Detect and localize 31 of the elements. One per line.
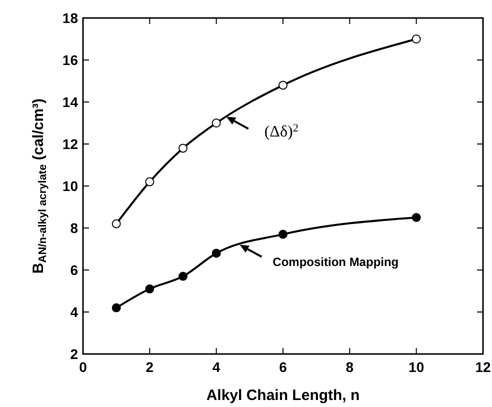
point xyxy=(178,144,188,153)
y-tick-label: 10 xyxy=(62,178,78,194)
x-tick-label: 8 xyxy=(346,359,354,375)
y-tick-label: 14 xyxy=(62,94,78,110)
annotation: (Δδ)$^{2}$ xyxy=(264,122,298,141)
point xyxy=(278,80,288,90)
y-tick-label: 6 xyxy=(70,262,78,278)
point xyxy=(178,272,188,281)
x-tick-label: 12 xyxy=(475,359,491,375)
point xyxy=(145,284,154,294)
x-tick-label: 0 xyxy=(79,359,88,375)
point xyxy=(278,230,288,239)
y-tick-label: 2 xyxy=(70,346,78,362)
y-tick-label: 8 xyxy=(70,220,78,236)
point xyxy=(412,34,421,44)
y-tick-label: 16 xyxy=(62,52,78,68)
x-tick-label: 6 xyxy=(279,359,288,375)
x-tick-label: 10 xyxy=(408,359,424,375)
x-tick-label: 2 xyxy=(146,359,154,375)
annotation: Composition Mapping xyxy=(272,254,399,269)
point xyxy=(112,219,121,228)
y-tick-label: 12 xyxy=(62,136,78,152)
point xyxy=(145,177,154,186)
point xyxy=(212,248,221,258)
point xyxy=(212,118,221,128)
x-axis-title: Alkyl Chain Length, n xyxy=(206,387,360,404)
y-tick-label: 4 xyxy=(70,304,78,320)
y-tick-label: 18 xyxy=(62,10,78,26)
point xyxy=(112,303,121,312)
x-tick-label: 4 xyxy=(212,359,220,375)
point xyxy=(412,213,421,222)
